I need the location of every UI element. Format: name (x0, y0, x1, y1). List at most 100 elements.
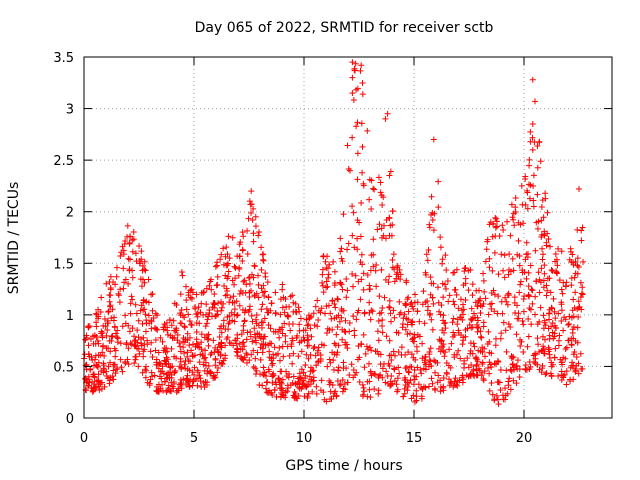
data-point (290, 373, 297, 380)
data-point (473, 372, 480, 379)
data-point (248, 209, 255, 216)
data-point (408, 299, 415, 306)
data-point (277, 311, 284, 318)
data-point (389, 208, 396, 215)
data-point (252, 355, 259, 362)
data-point (539, 197, 546, 204)
data-point (300, 369, 307, 376)
data-point (330, 357, 337, 364)
data-point (122, 360, 129, 367)
data-point (360, 331, 367, 338)
data-point (460, 364, 467, 371)
data-point (394, 388, 401, 395)
data-point (269, 362, 276, 369)
data-point (258, 324, 265, 331)
data-point (155, 349, 162, 356)
data-point (127, 310, 134, 317)
data-point (305, 336, 312, 343)
data-point (486, 264, 493, 271)
data-point (254, 349, 261, 356)
data-point (290, 299, 297, 306)
data-point (201, 355, 208, 362)
data-point (269, 373, 276, 380)
data-point (360, 384, 367, 391)
data-point (349, 203, 356, 210)
data-point (354, 356, 361, 363)
data-point (545, 344, 552, 351)
data-point (379, 365, 386, 372)
data-point (563, 344, 570, 351)
data-point (520, 308, 527, 315)
data-point (95, 377, 102, 384)
data-point (112, 370, 119, 377)
data-point (366, 378, 373, 385)
data-point (323, 303, 330, 310)
data-point (486, 255, 493, 262)
data-point (320, 389, 327, 396)
data-point (263, 379, 270, 386)
data-point (324, 265, 331, 272)
data-point (534, 225, 541, 232)
data-point (105, 309, 112, 315)
data-point (208, 276, 215, 283)
data-point (173, 301, 180, 308)
data-point (327, 388, 334, 395)
data-point (526, 366, 533, 373)
data-point (529, 300, 536, 307)
data-point (552, 345, 559, 352)
data-point (426, 224, 433, 231)
data-point (287, 327, 294, 334)
data-point (405, 349, 412, 356)
data-point (370, 185, 377, 192)
data-point (382, 115, 389, 122)
data-point (217, 343, 224, 350)
data-point (259, 301, 266, 308)
data-point (453, 266, 460, 273)
data-point (325, 271, 332, 278)
data-point (154, 312, 161, 319)
data-point (191, 364, 198, 371)
data-point (238, 331, 245, 338)
data-point (260, 282, 267, 289)
data-point (234, 352, 241, 359)
data-point (203, 320, 210, 327)
data-point (308, 364, 315, 371)
data-point (551, 308, 558, 315)
data-point (461, 268, 468, 275)
data-point (208, 286, 215, 293)
data-point (349, 232, 356, 239)
data-point (202, 323, 209, 330)
data-point (537, 304, 544, 311)
data-point (83, 366, 90, 373)
data-point (378, 192, 385, 199)
data-point (190, 376, 197, 383)
data-point (278, 380, 285, 387)
y-tick-label: 1 (66, 309, 74, 324)
data-point (151, 372, 158, 379)
data-point (126, 240, 133, 247)
data-point (191, 352, 198, 359)
data-point (494, 310, 501, 317)
data-point (228, 309, 235, 316)
data-point (152, 347, 159, 354)
data-point (414, 348, 421, 355)
data-point (213, 312, 220, 319)
data-point (250, 363, 257, 370)
data-point (113, 366, 120, 373)
data-point (107, 292, 114, 299)
data-point (457, 355, 464, 362)
data-point (255, 272, 262, 279)
data-point (339, 307, 346, 314)
data-point (246, 289, 253, 296)
data-point (486, 370, 493, 377)
data-point (477, 309, 484, 316)
data-point (544, 287, 551, 294)
data-point (460, 311, 467, 318)
data-point (349, 74, 356, 81)
data-point (355, 278, 362, 285)
data-point (85, 342, 92, 349)
data-point (569, 307, 576, 314)
data-point (411, 334, 418, 341)
data-point (455, 329, 462, 336)
data-point (494, 379, 501, 386)
